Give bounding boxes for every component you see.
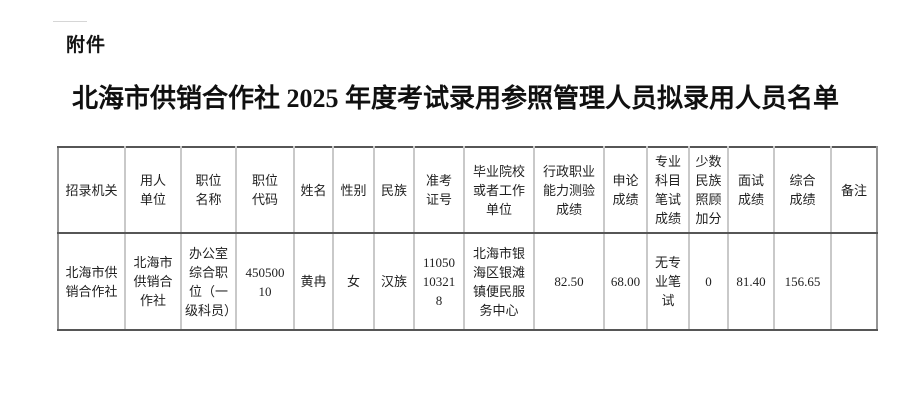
table-cell: 北海市银海区银滩镇便民服务中心 bbox=[463, 232, 535, 331]
column-header: 职位 名称 bbox=[180, 146, 237, 234]
column-header: 姓名 bbox=[293, 146, 334, 234]
table-cell: 黄冉 bbox=[293, 232, 334, 331]
column-header: 行政职业 能力测验 成绩 bbox=[533, 146, 605, 234]
table-container: 招录机关 用人 单位 职位 名称 职位 代码 姓名 性别 民族 准考 证号 毕业院校 或者工作 … bbox=[57, 146, 878, 331]
column-header: 性别 bbox=[332, 146, 375, 234]
table-cell: 办公室综合职位（一级科员） bbox=[180, 232, 237, 331]
table-cell: 北海市供销合作社 bbox=[124, 232, 182, 331]
table-cell: 45050010 bbox=[235, 232, 295, 331]
document-title: 北海市供销合作社 2025 年度考试录用参照管理人员拟录用人员名单 bbox=[71, 84, 839, 113]
recruitment-table: 招录机关 用人 单位 职位 名称 职位 代码 姓名 性别 民族 准考 证号 毕业院校 或者工作 … bbox=[57, 146, 878, 331]
table-cell: 0 bbox=[688, 232, 729, 331]
column-header: 专业 科目 笔试 成绩 bbox=[646, 146, 690, 234]
table-cell: 11050103218 bbox=[413, 232, 465, 331]
column-header: 备注 bbox=[830, 146, 878, 234]
table-cell: 北海市供销合作社 bbox=[57, 232, 126, 331]
table-cell: 无专业笔试 bbox=[646, 232, 690, 331]
column-header: 职位 代码 bbox=[235, 146, 295, 234]
table-cell: 女 bbox=[332, 232, 375, 331]
column-header: 招录机关 bbox=[57, 146, 126, 234]
column-header: 毕业院校 或者工作 单位 bbox=[463, 146, 535, 234]
column-header: 民族 bbox=[373, 146, 415, 234]
column-header: 综合 成绩 bbox=[773, 146, 832, 234]
table-body: 北海市供销合作社 北海市供销合作社 办公室综合职位（一级科员） 45050010 黄冉女… bbox=[57, 232, 878, 331]
attachment-label: 附件 bbox=[66, 35, 107, 56]
table-cell: 156.65 bbox=[773, 232, 832, 331]
data-row: 北海市供销合作社 北海市供销合作社 办公室综合职位（一级科员） 45050010 黄冉女… bbox=[57, 232, 878, 331]
header-row: 招录机关 用人 单位 职位 名称 职位 代码 姓名 性别 民族 准考 证号 毕业院校 或者工作 … bbox=[57, 146, 878, 234]
table-cell: 68.00 bbox=[603, 232, 648, 331]
corner-mark-line bbox=[53, 21, 87, 22]
column-header: 申论 成绩 bbox=[603, 146, 648, 234]
column-header: 准考 证号 bbox=[413, 146, 465, 234]
table-cell bbox=[830, 232, 878, 331]
column-header: 用人 单位 bbox=[124, 146, 182, 234]
column-header: 少数 民族 照顾 加分 bbox=[688, 146, 729, 234]
table-cell: 82.50 bbox=[533, 232, 605, 331]
table-cell: 81.40 bbox=[727, 232, 775, 331]
table-cell: 汉族 bbox=[373, 232, 415, 331]
column-header: 面试 成绩 bbox=[727, 146, 775, 234]
